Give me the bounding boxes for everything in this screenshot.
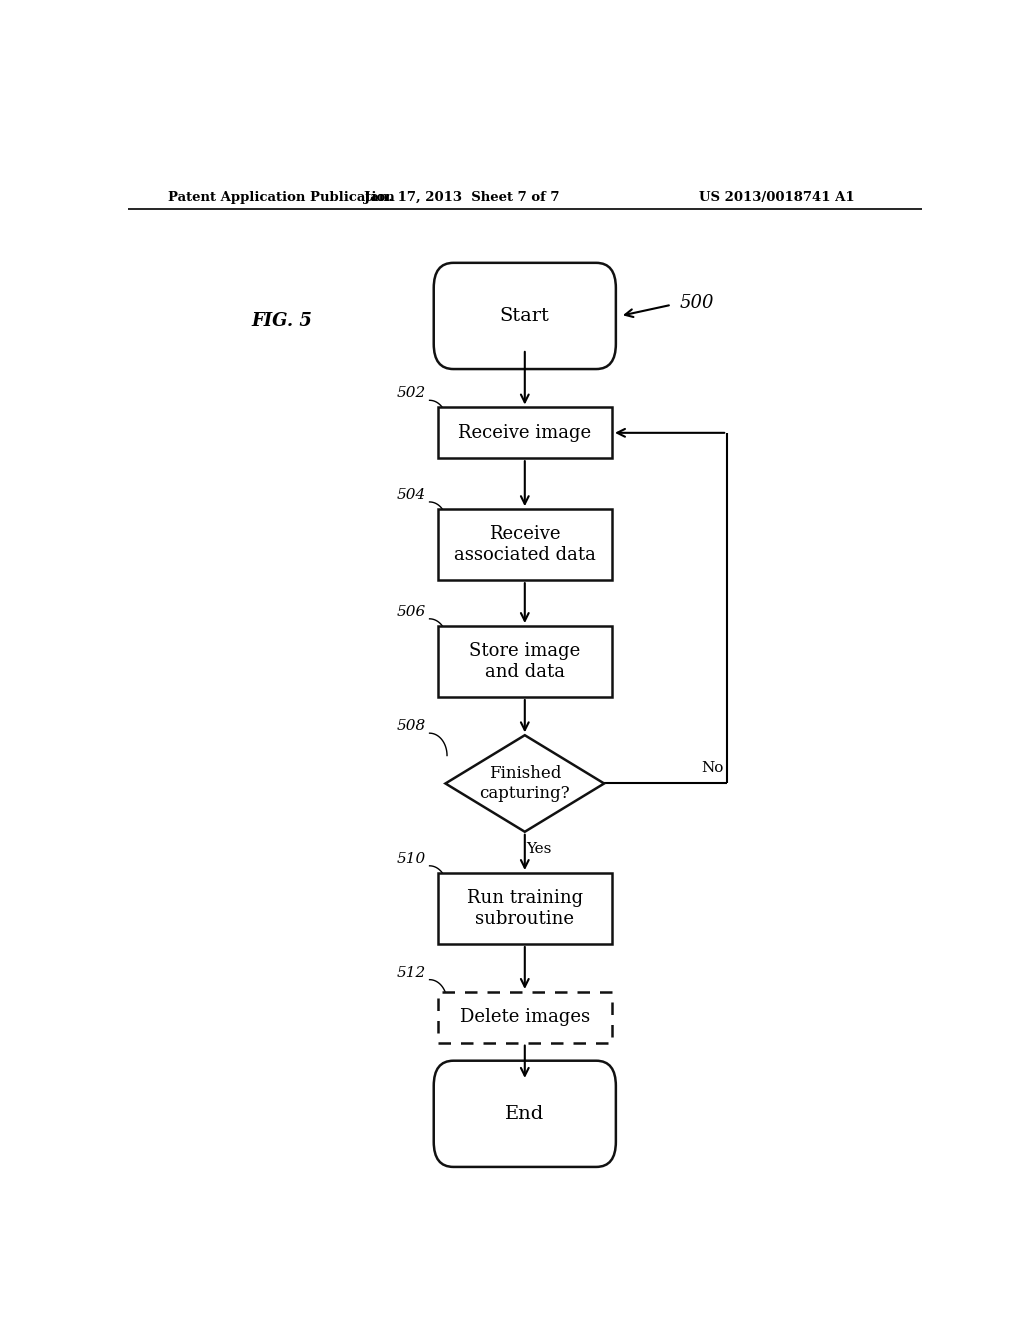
Text: Patent Application Publication: Patent Application Publication — [168, 190, 394, 203]
Text: FIG. 5: FIG. 5 — [251, 312, 312, 330]
Text: 508: 508 — [396, 719, 426, 733]
Text: US 2013/0018741 A1: US 2013/0018741 A1 — [699, 190, 855, 203]
Bar — [437, 510, 612, 581]
Bar — [437, 873, 612, 944]
Text: 502: 502 — [396, 387, 426, 400]
Text: 506: 506 — [396, 605, 426, 619]
FancyBboxPatch shape — [434, 1061, 615, 1167]
Text: Jan. 17, 2013  Sheet 7 of 7: Jan. 17, 2013 Sheet 7 of 7 — [364, 190, 559, 203]
Text: Finished
capturing?: Finished capturing? — [479, 766, 570, 801]
Text: Delete images: Delete images — [460, 1008, 590, 1026]
Bar — [437, 408, 612, 458]
Text: Receive image: Receive image — [458, 424, 592, 442]
Bar — [437, 991, 612, 1043]
Text: 504: 504 — [396, 488, 426, 502]
Text: End: End — [505, 1105, 545, 1123]
Text: Run training
subroutine: Run training subroutine — [467, 890, 583, 928]
Text: 510: 510 — [396, 851, 426, 866]
Text: Receive
associated data: Receive associated data — [454, 525, 596, 564]
Text: 512: 512 — [396, 966, 426, 979]
Bar — [437, 626, 612, 697]
Text: Store image
and data: Store image and data — [469, 642, 581, 681]
Text: Start: Start — [500, 308, 550, 325]
FancyBboxPatch shape — [434, 263, 615, 370]
Text: Yes: Yes — [526, 842, 552, 855]
Text: No: No — [700, 762, 723, 775]
Polygon shape — [445, 735, 604, 832]
Text: 500: 500 — [680, 294, 714, 312]
